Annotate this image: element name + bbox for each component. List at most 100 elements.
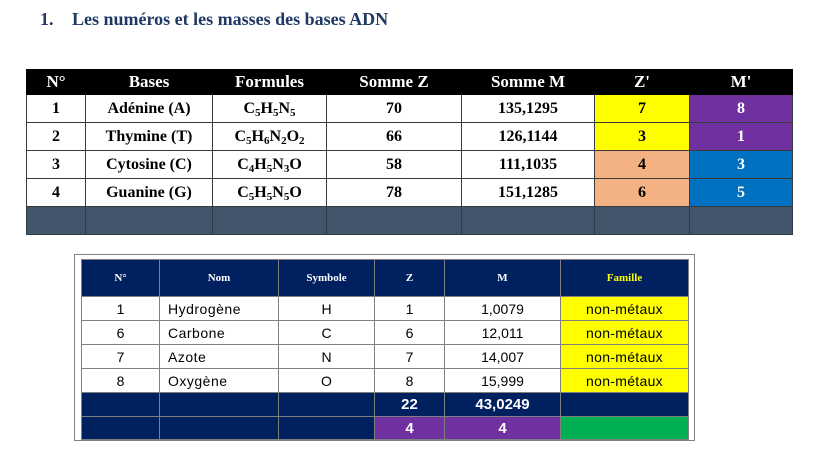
empty-cell (461, 206, 595, 235)
m-prime-cell: 5 (689, 178, 793, 207)
name-cell: Carbone (159, 320, 279, 345)
empty-cell (159, 416, 279, 440)
number-cell: 1 (81, 296, 160, 321)
header-cell: M (444, 259, 561, 297)
mass-cell: 12,011 (444, 320, 561, 345)
formula-element: H (251, 127, 264, 145)
number-cell: 1 (26, 94, 86, 123)
header-cell: Formules (212, 69, 327, 95)
formula-cell: C4H5N3O (212, 150, 327, 179)
formula-subscript: 4 (248, 162, 255, 175)
formula-cell: C5H5N5O (212, 178, 327, 207)
formula-element: N (269, 127, 282, 145)
base-cell: Cytosine (C) (85, 150, 213, 179)
z-cell: 8 (374, 368, 445, 393)
header-cell: Bases (85, 69, 213, 95)
sum-z-cell: 58 (326, 150, 462, 179)
m-prime-cell: 1 (689, 122, 793, 151)
formula-element: N (272, 155, 284, 173)
empty-cell (159, 392, 279, 417)
formula-element: H (254, 183, 267, 201)
count-z-cell: 4 (374, 416, 445, 440)
number-cell: 4 (26, 178, 86, 207)
sum-z-cell: 78 (326, 178, 462, 207)
count-m-cell: 4 (444, 416, 561, 440)
header-cell: N° (81, 259, 160, 297)
formula-subscript: 5 (248, 190, 255, 203)
formula-subscript: 5 (266, 162, 273, 175)
empty-cell (278, 416, 375, 440)
formula-element: H (260, 99, 273, 117)
formula-subscript: 5 (272, 106, 279, 119)
sum-m-cell: 126,1144 (461, 122, 595, 151)
sum-z-cell: 70 (326, 94, 462, 123)
symbol-cell: N (278, 344, 375, 369)
sum-m-cell: 135,1295 (461, 94, 595, 123)
header-cell: Symbole (278, 259, 375, 297)
table-header-row: N° Bases Formules Somme Z Somme M Z' M' (26, 69, 793, 95)
z-prime-cell: 3 (594, 122, 690, 151)
header-cell: Somme M (461, 69, 595, 95)
formula-element: C (234, 127, 247, 145)
empty-cell (212, 206, 327, 235)
empty-cell (594, 206, 690, 235)
count-row: 4 4 (81, 416, 689, 440)
family-cell: non-métaux (560, 344, 689, 369)
sum-m-cell: 43,0249 (444, 392, 561, 417)
formula-subscript: 3 (283, 162, 290, 175)
symbol-cell: O (278, 368, 375, 393)
formula-subscript: 5 (266, 190, 273, 203)
formula-subscript: 5 (246, 134, 252, 147)
elements-table-frame: N° Nom Symbole Z M Famille 1 Hydrogène H 1 1… (74, 254, 695, 441)
name-cell: Oxygène (159, 368, 279, 393)
header-cell: Famille (560, 259, 689, 297)
base-cell: Guanine (G) (85, 178, 213, 207)
header-cell: Z (374, 259, 445, 297)
number-cell: 3 (26, 150, 86, 179)
z-prime-cell: 7 (594, 94, 690, 123)
empty-cell (326, 206, 462, 235)
empty-row (26, 206, 793, 235)
header-cell: N° (26, 69, 86, 95)
base-cell: Thymine (T) (85, 122, 213, 151)
number-cell: 8 (81, 368, 160, 393)
empty-cell (26, 206, 86, 235)
formula-element: N (272, 183, 284, 201)
table-row: 2 Thymine (T) C5H6N2O2 66 126,1144 3 1 (26, 122, 793, 151)
formula-element: C (237, 155, 249, 173)
elements-table: N° Nom Symbole Z M Famille 1 Hydrogène H 1 1… (81, 259, 689, 440)
z-cell: 1 (374, 296, 445, 321)
mass-cell: 15,999 (444, 368, 561, 393)
section-heading: 1. Les numéros et les masses des bases AD… (40, 9, 388, 30)
formula-subscript: 5 (283, 190, 290, 203)
table-row: 4 Guanine (G) C5H5N5O 78 151,1285 6 5 (26, 178, 793, 207)
header-cell: Z' (594, 69, 690, 95)
base-cell: Adénine (A) (85, 94, 213, 123)
empty-cell (81, 392, 160, 417)
formula-element: C (243, 99, 256, 117)
header-cell: Somme Z (326, 69, 462, 95)
formula-element: O (286, 127, 300, 145)
m-prime-cell: 8 (689, 94, 793, 123)
formula-cell: C5H6N2O2 (212, 122, 327, 151)
formula-subscript: 2 (299, 134, 305, 147)
header-cell: Nom (159, 259, 279, 297)
formula-subscript: 5 (255, 106, 261, 119)
table-row: 1 Adénine (A) C5H5N5 70 135,1295 7 8 (26, 94, 793, 123)
symbol-cell: H (278, 296, 375, 321)
sum-row: 22 43,0249 (81, 392, 689, 417)
family-cell: non-métaux (560, 368, 689, 393)
mass-cell: 1,0079 (444, 296, 561, 321)
formula-element: C (237, 183, 249, 201)
symbol-cell: C (278, 320, 375, 345)
formula-element: H (254, 155, 267, 173)
empty-cell (85, 206, 213, 235)
empty-cell (560, 416, 689, 440)
empty-cell (278, 392, 375, 417)
formula-element: N (278, 99, 291, 117)
section-number: 1. (40, 9, 54, 29)
formula-element: O (289, 155, 302, 173)
m-prime-cell: 3 (689, 150, 793, 179)
number-cell: 6 (81, 320, 160, 345)
z-prime-cell: 4 (594, 150, 690, 179)
